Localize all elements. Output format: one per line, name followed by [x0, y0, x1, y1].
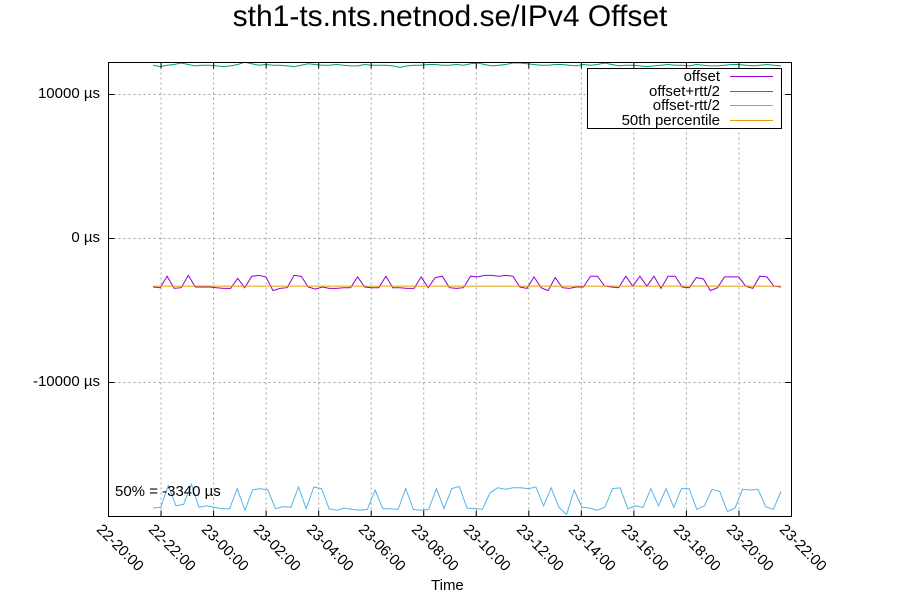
x-axis-label: Time	[431, 577, 464, 594]
series-line-offset-rtt-2	[152, 482, 782, 516]
legend-swatch	[730, 91, 773, 92]
legend-label: offset-rtt/2	[652, 97, 720, 114]
legend-item-offset-minus-rtt: offset-rtt/2	[653, 98, 773, 113]
legend-label: offset+rtt/2	[648, 83, 720, 100]
legend-label: 50th percentile	[621, 112, 720, 129]
legend-swatch	[730, 105, 773, 106]
legend-item-offset-plus-rtt: offset+rtt/2	[649, 84, 773, 99]
data-series	[152, 61, 782, 516]
plot-frame	[108, 62, 792, 517]
legend-swatch	[730, 120, 773, 121]
legend-item-median: 50th percentile	[622, 113, 773, 128]
legend-label: offset	[683, 68, 720, 85]
y-tick-label: 10000 µs	[37, 85, 100, 102]
legend: offset offset+rtt/2 offset-rtt/2 50th pe…	[587, 68, 782, 129]
legend-swatch	[730, 76, 773, 77]
median-annotation: 50% = -3340 µs	[115, 483, 221, 500]
y-tick-label: 0 µs	[71, 229, 100, 246]
series-line-offset	[152, 274, 782, 292]
grid-lines	[108, 62, 792, 517]
y-tick-label: -10000 µs	[32, 373, 100, 390]
chart-title: sth1-ts.nts.netnod.se/IPv4 Offset	[232, 0, 668, 33]
series-line-offset-rtt-2	[152, 61, 782, 68]
legend-item-offset: offset	[684, 69, 773, 84]
axis-ticks	[108, 62, 792, 517]
